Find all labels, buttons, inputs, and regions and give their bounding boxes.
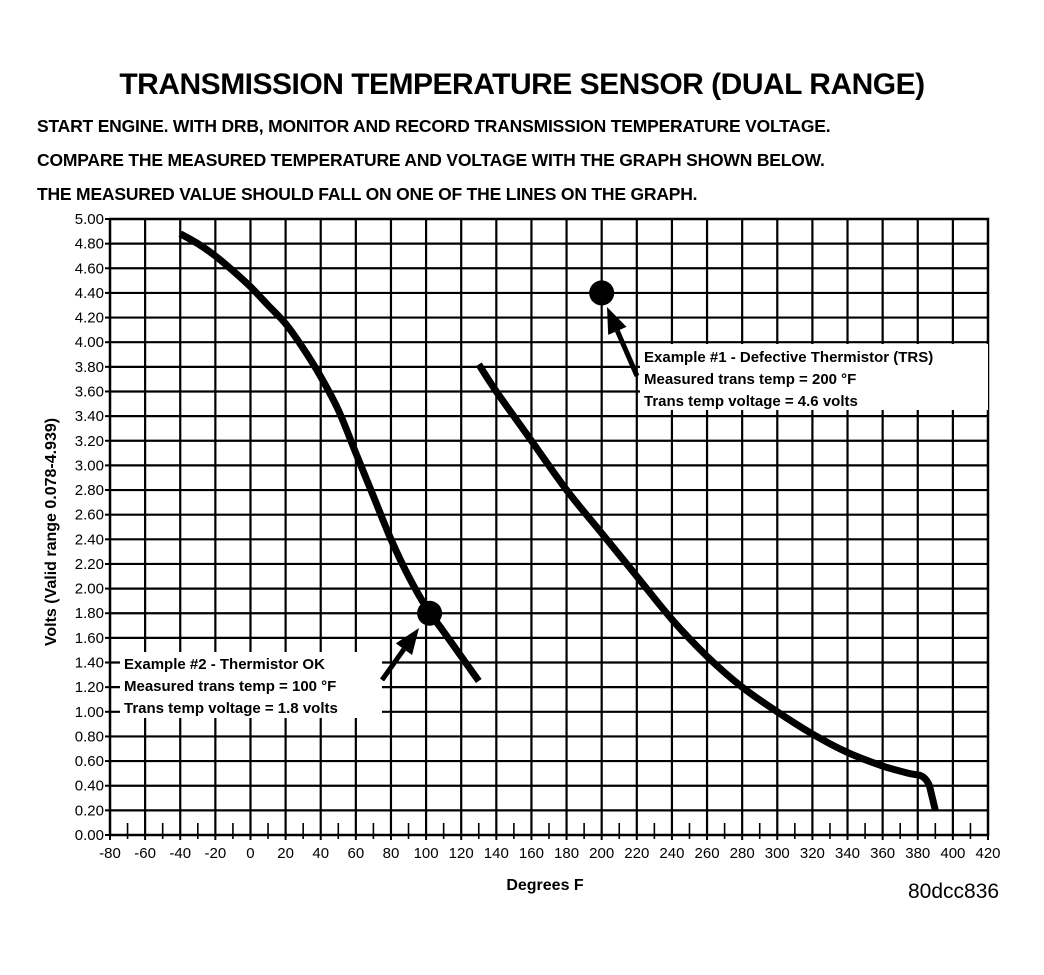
y-tick-label: 3.40 — [75, 408, 104, 425]
annotation-example-2: Example #2 - Thermistor OK Measured tran… — [124, 656, 338, 717]
y-tick-label: 4.40 — [75, 285, 104, 302]
x-tick-label: 120 — [449, 845, 474, 862]
y-tick-label: 3.60 — [75, 383, 104, 400]
x-tick-label: 20 — [277, 845, 294, 862]
x-tick-label: 280 — [730, 845, 755, 862]
x-tick-labels: -80 -60 -40 -20 0 20 40 60 80 100 120 140 160 180 200 2… — [99, 845, 1000, 862]
annotation-arrows — [379, 307, 640, 682]
y-tick-label: 3.00 — [75, 457, 104, 474]
x-tick-label: 240 — [659, 845, 684, 862]
y-axis-label: Volts (Valid range 0.078-4.939) — [43, 418, 60, 646]
series-lines — [178, 230, 939, 812]
y-tick-label: 2.00 — [75, 581, 104, 598]
annotation-1-line-1: Example #1 - Defective Thermistor (TRS) — [644, 349, 933, 366]
x-tick-label: 0 — [246, 845, 254, 862]
y-tick-label: 4.20 — [75, 310, 104, 327]
x-tick-label: -40 — [169, 845, 191, 862]
y-tick-label: 5.00 — [75, 211, 104, 228]
x-tick-label: 320 — [800, 845, 825, 862]
x-tick-label: 420 — [975, 845, 1000, 862]
arrow-example-2-head — [395, 628, 419, 655]
x-tick-label: 380 — [905, 845, 930, 862]
annotation-2-line-3: Trans temp voltage = 1.8 volts — [124, 700, 338, 717]
annotation-2-background — [120, 652, 382, 718]
y-tick-label: 0.80 — [75, 728, 104, 745]
example-points — [417, 280, 615, 626]
arrow-example-2-shaft — [379, 647, 406, 682]
x-tick-label: 260 — [695, 845, 720, 862]
x-tick-label: 160 — [519, 845, 544, 862]
y-tick-label: 3.20 — [75, 433, 104, 450]
annotation-1-line-3: Trans temp voltage = 4.6 volts — [644, 393, 858, 410]
y-tick-label: 2.60 — [75, 507, 104, 524]
x-tick-label: 220 — [624, 845, 649, 862]
arrow-example-1-head — [607, 307, 627, 335]
annotation-1-box — [640, 344, 988, 410]
arrow-example-1-shaft — [615, 329, 640, 377]
y-tick-label: 4.60 — [75, 260, 104, 277]
x-tick-label: 40 — [312, 845, 329, 862]
x-tick-label: 80 — [383, 845, 400, 862]
x-tick-label: -20 — [205, 845, 227, 862]
y-tick-label: 1.80 — [75, 605, 104, 622]
instruction-line-1: START ENGINE. WITH DRB, MONITOR AND RECO… — [37, 116, 831, 136]
x-tick-label: 300 — [765, 845, 790, 862]
y-tick-label: 4.00 — [75, 334, 104, 351]
y-tick-label: 0.20 — [75, 802, 104, 819]
annotation-1-background — [640, 344, 988, 410]
annotation-2-box — [120, 652, 382, 718]
x-tick-label: -60 — [134, 845, 156, 862]
y-tick-label: 0.00 — [75, 827, 104, 844]
y-tick-label: 2.20 — [75, 556, 104, 573]
annotation-1-line-2: Measured trans temp = 200 °F — [644, 371, 856, 388]
y-tick-label: 1.40 — [75, 655, 104, 672]
y-tick-label: 1.00 — [75, 704, 104, 721]
y-tick-label: 3.80 — [75, 359, 104, 376]
instruction-line-3: THE MEASURED VALUE SHOULD FALL ON ONE OF… — [37, 184, 698, 204]
x-tick-label: -80 — [99, 845, 121, 862]
x-tick-label: 180 — [554, 845, 579, 862]
x-tick-label: 200 — [589, 845, 614, 862]
series-line-high-range — [475, 362, 939, 812]
example-1-point — [589, 280, 615, 306]
x-tick-label: 60 — [347, 845, 364, 862]
x-tick-label: 140 — [484, 845, 509, 862]
y-tick-labels: 5.00 4.80 4.60 4.40 4.20 4.00 3.80 3.60 3.40 3.20… — [75, 211, 104, 844]
x-tick-label: 360 — [870, 845, 895, 862]
y-tick-label: 0.60 — [75, 753, 104, 770]
page-title: TRANSMISSION TEMPERATURE SENSOR (DUAL RA… — [119, 68, 925, 101]
chart-grid — [105, 217, 990, 840]
y-tick-label: 4.80 — [75, 236, 104, 253]
x-tick-label: 400 — [940, 845, 965, 862]
instruction-line-2: COMPARE THE MEASURED TEMPERATURE AND VOL… — [37, 150, 825, 170]
y-tick-label: 1.60 — [75, 630, 104, 647]
example-2-point — [417, 600, 443, 626]
y-tick-label: 1.20 — [75, 679, 104, 696]
annotation-2-line-1: Example #2 - Thermistor OK — [124, 656, 325, 673]
x-tick-label: 100 — [414, 845, 439, 862]
y-tick-label: 2.40 — [75, 531, 104, 548]
x-axis-label: Degrees F — [506, 877, 584, 894]
y-tick-label: 0.40 — [75, 778, 104, 795]
annotation-2-line-2: Measured trans temp = 100 °F — [124, 678, 336, 695]
y-tick-label: 2.80 — [75, 482, 104, 499]
figure-id: 80dcc836 — [908, 880, 1000, 903]
plot-border — [108, 217, 990, 837]
x-tick-label: 340 — [835, 845, 860, 862]
annotation-example-1: Example #1 - Defective Thermistor (TRS) … — [644, 349, 933, 410]
